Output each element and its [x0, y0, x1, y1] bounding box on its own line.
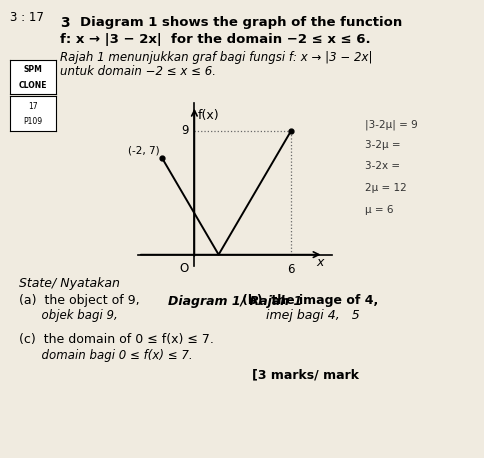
Text: imej bagi 4,   5: imej bagi 4, 5	[242, 309, 360, 322]
Text: O: O	[180, 262, 189, 275]
Text: f: x → |3 − 2x|  for the domain −2 ≤ x ≤ 6.: f: x → |3 − 2x| for the domain −2 ≤ x ≤ …	[60, 33, 371, 46]
Text: (a)  the object of 9,: (a) the object of 9,	[19, 294, 140, 307]
Text: 3: 3	[60, 16, 70, 30]
Text: untuk domain −2 ≤ x ≤ 6.: untuk domain −2 ≤ x ≤ 6.	[60, 65, 216, 78]
Text: 6: 6	[287, 263, 295, 276]
Text: Diagram 1 shows the graph of the function: Diagram 1 shows the graph of the functio…	[80, 16, 402, 29]
Text: Rajah 1 menunjukkan graf bagi fungsi f: x → |3 − 2x|: Rajah 1 menunjukkan graf bagi fungsi f: …	[60, 51, 373, 64]
Text: 9: 9	[182, 124, 189, 137]
Text: objek bagi 9,: objek bagi 9,	[19, 309, 118, 322]
Text: μ = 6: μ = 6	[365, 205, 394, 215]
Text: (-2, 7): (-2, 7)	[128, 145, 160, 155]
Text: (b)  the image of 4,: (b) the image of 4,	[242, 294, 378, 307]
Text: Diagram 1/ Rajah 1: Diagram 1/ Rajah 1	[167, 295, 302, 308]
Text: f(x): f(x)	[197, 109, 219, 121]
Text: 3-2μ =: 3-2μ =	[365, 140, 401, 150]
Text: 2μ = 12: 2μ = 12	[365, 183, 407, 193]
Text: P109: P109	[23, 117, 42, 126]
Text: State/ Nyatakan: State/ Nyatakan	[19, 277, 120, 290]
Text: [3 marks/ mark: [3 marks/ mark	[252, 369, 359, 382]
Text: x: x	[317, 256, 324, 269]
Text: 17: 17	[28, 102, 37, 111]
Text: (c)  the domain of 0 ≤ f(x) ≤ 7.: (c) the domain of 0 ≤ f(x) ≤ 7.	[19, 333, 214, 346]
Text: CLONE: CLONE	[18, 81, 47, 90]
Text: 3 : 17: 3 : 17	[10, 11, 44, 24]
Text: 3-2x =: 3-2x =	[365, 161, 401, 171]
Text: domain bagi 0 ≤ f(x) ≤ 7.: domain bagi 0 ≤ f(x) ≤ 7.	[19, 349, 193, 362]
Text: SPM: SPM	[23, 65, 42, 74]
Text: |3-2μ| = 9: |3-2μ| = 9	[365, 119, 418, 130]
